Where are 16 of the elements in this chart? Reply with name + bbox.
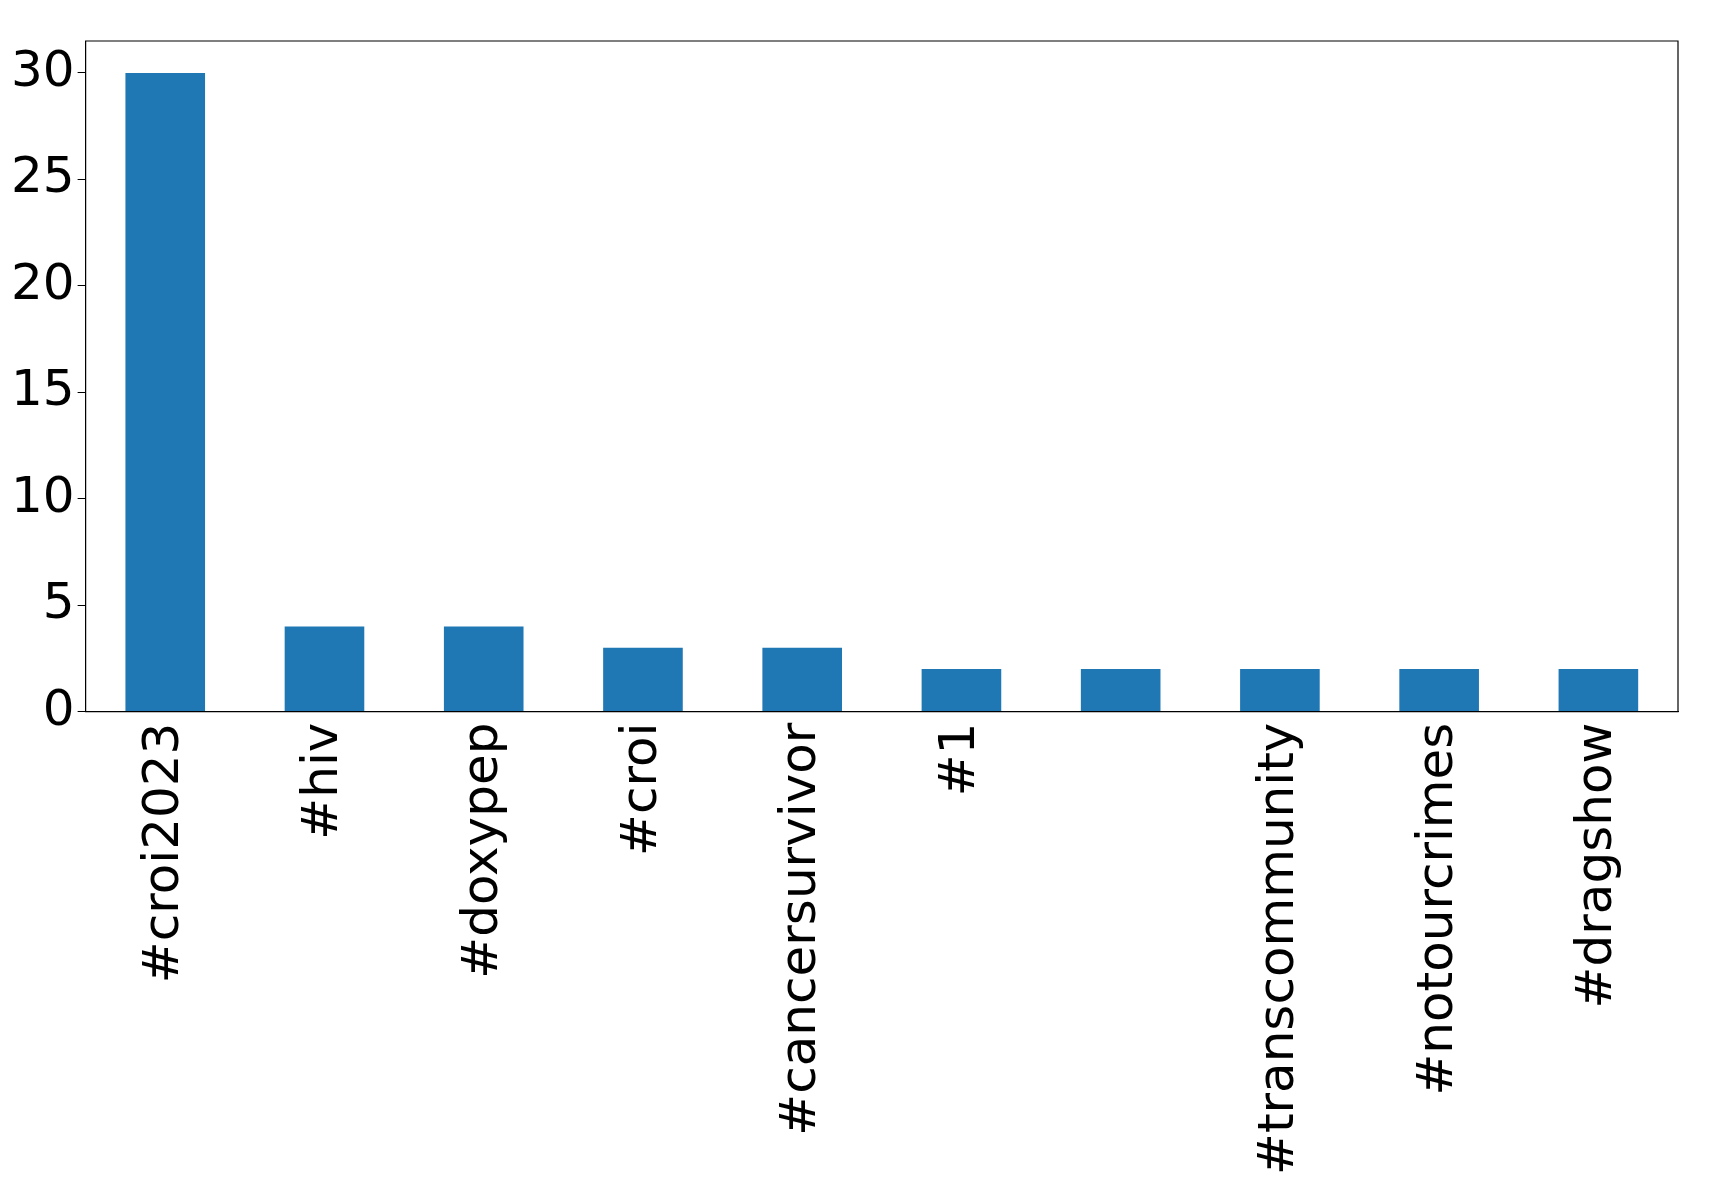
x-tick-label: #croi2023 bbox=[132, 722, 191, 984]
y-tick-label: 0 bbox=[42, 678, 75, 737]
x-tick-label: #1 bbox=[928, 722, 987, 797]
x-tick-label: #cancersurvivor bbox=[769, 722, 828, 1136]
y-tick-label: 10 bbox=[11, 465, 75, 524]
y-tick-label: 20 bbox=[11, 252, 75, 311]
x-tick-label: #dragshow bbox=[1565, 722, 1624, 1009]
y-tick-label: 25 bbox=[11, 146, 75, 205]
y-tick-label: 30 bbox=[11, 39, 75, 98]
x-tick-label: #hiv bbox=[291, 722, 350, 840]
y-tick-label: 5 bbox=[42, 572, 75, 631]
y-tick-label: 15 bbox=[11, 359, 75, 418]
x-tick-label: #croi bbox=[609, 722, 668, 856]
x-tick-label: #transcommunity bbox=[1246, 722, 1305, 1176]
x-tick-label: #doxypep bbox=[450, 722, 509, 979]
x-tick-label: #notourcrimes bbox=[1406, 722, 1465, 1096]
